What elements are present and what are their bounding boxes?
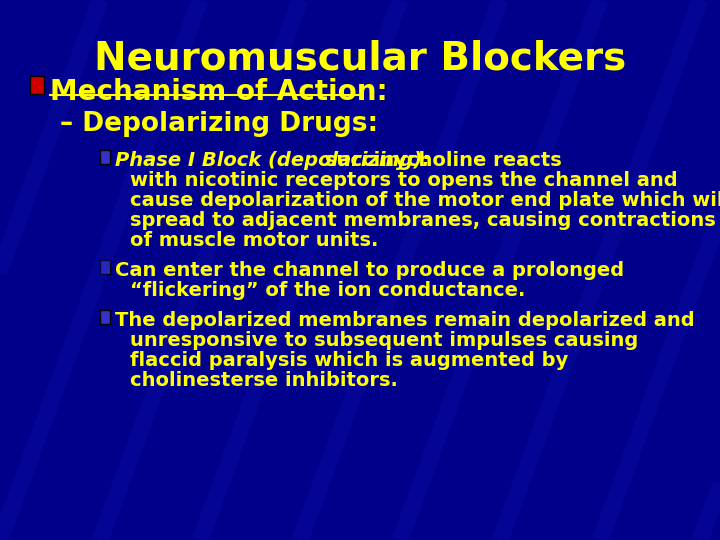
Text: flaccid paralysis which is augmented by: flaccid paralysis which is augmented by [130, 351, 568, 370]
Text: unresponsive to subsequent impulses causing: unresponsive to subsequent impulses caus… [130, 331, 638, 350]
Text: Can enter the channel to produce a prolonged: Can enter the channel to produce a prolo… [115, 261, 624, 280]
Text: spread to adjacent membranes, causing contractions: spread to adjacent membranes, causing co… [130, 211, 716, 230]
Text: Phase I Block (depolarizing):: Phase I Block (depolarizing): [115, 151, 437, 170]
Text: with nicotinic receptors to opens the channel and: with nicotinic receptors to opens the ch… [130, 171, 678, 190]
FancyBboxPatch shape [100, 310, 110, 324]
Text: – Depolarizing Drugs:: – Depolarizing Drugs: [60, 111, 378, 137]
Text: The depolarized membranes remain depolarized and: The depolarized membranes remain depolar… [115, 311, 695, 330]
Text: Mechanism of Action:: Mechanism of Action: [50, 78, 387, 106]
FancyBboxPatch shape [30, 76, 44, 94]
Text: of muscle motor units.: of muscle motor units. [130, 231, 379, 250]
Text: cholinesterse inhibitors.: cholinesterse inhibitors. [130, 371, 398, 390]
Text: cause depolarization of the motor end plate which will: cause depolarization of the motor end pl… [130, 191, 720, 210]
Text: “flickering” of the ion conductance.: “flickering” of the ion conductance. [130, 281, 526, 300]
Text: succinycholine reacts: succinycholine reacts [325, 151, 562, 170]
FancyBboxPatch shape [100, 150, 110, 164]
Text: Neuromuscular Blockers: Neuromuscular Blockers [94, 40, 626, 78]
FancyBboxPatch shape [100, 260, 110, 274]
